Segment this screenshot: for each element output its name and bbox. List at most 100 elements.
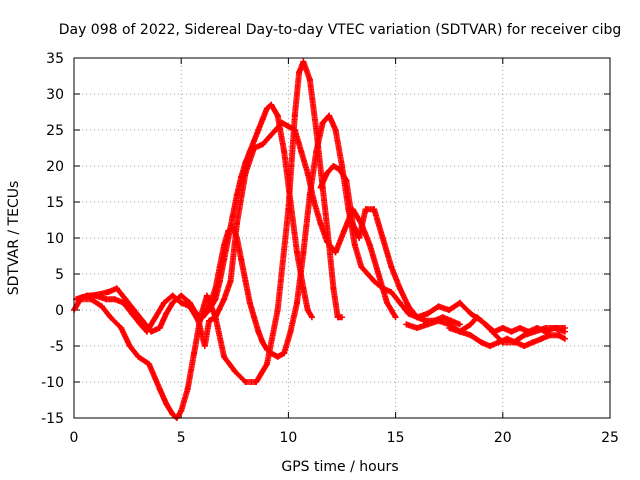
y-axis-label: SDTVAR / TECUs: [6, 181, 22, 296]
data-point: [156, 325, 163, 331]
data-point: [405, 310, 412, 317]
data-point: [306, 76, 313, 83]
data-point: [111, 296, 118, 303]
data-point: [512, 339, 519, 346]
data-point: [313, 148, 320, 155]
data-point: [233, 235, 240, 241]
y-tick-label: 15: [46, 195, 64, 211]
data-point: [268, 101, 275, 108]
data-point: [525, 328, 532, 335]
data-point: [281, 350, 288, 357]
data-point: [263, 105, 270, 112]
data-point: [118, 325, 125, 331]
x-tick-label: 15: [387, 430, 405, 446]
data-point: [263, 346, 270, 353]
data-point: [225, 227, 232, 234]
data-point: [364, 271, 371, 277]
x-tick-label: 25: [601, 430, 619, 446]
y-tick-label: -10: [41, 375, 64, 391]
data-point: [281, 148, 288, 155]
data-point: [356, 235, 363, 241]
data-point: [122, 296, 129, 303]
data-point: [178, 292, 185, 299]
data-point: [332, 127, 339, 133]
y-tick-label: 25: [46, 123, 64, 139]
data-point: [323, 238, 330, 245]
data-point: [163, 310, 170, 317]
data-point: [561, 335, 568, 342]
y-tick-label: 0: [55, 303, 64, 319]
data-point: [341, 227, 348, 234]
y-tick-label: 10: [46, 231, 64, 247]
y-tick-label: 20: [46, 159, 64, 175]
data-point: [551, 325, 558, 331]
data-point: [242, 278, 249, 285]
data-point: [474, 314, 481, 321]
data-point: [216, 263, 223, 270]
y-tick-label: 30: [46, 87, 64, 103]
data-point: [499, 325, 506, 331]
data-point: [107, 314, 114, 321]
x-axis-label: GPS time / hours: [281, 459, 398, 475]
data-point: [495, 339, 502, 346]
data-point: [508, 328, 515, 335]
data-point: [304, 170, 311, 177]
x-tick-label: 5: [177, 430, 186, 446]
data-point: [358, 263, 365, 270]
data-point: [126, 343, 133, 349]
data-point: [371, 206, 378, 213]
data-point: [255, 328, 262, 335]
x-tick-label: 20: [494, 430, 512, 446]
data-point: [231, 368, 238, 375]
data-point: [246, 148, 253, 155]
data-point: [424, 321, 431, 328]
y-tick-label: -5: [50, 339, 64, 355]
data-point: [139, 317, 146, 324]
data-point: [96, 291, 103, 298]
data-point: [293, 299, 300, 306]
data-point: [199, 314, 206, 321]
data-point: [300, 58, 307, 65]
data-point: [193, 310, 200, 317]
data-point: [293, 249, 300, 256]
data-point: [339, 314, 345, 321]
data-point: [384, 299, 391, 306]
data-point: [456, 328, 463, 335]
data-point: [330, 285, 337, 292]
data-point: [113, 285, 120, 292]
data-point: [148, 328, 155, 335]
series-track-4: [195, 112, 463, 360]
data-point: [152, 314, 159, 321]
data-point: [146, 361, 153, 367]
data-point: [98, 303, 105, 310]
data-point: [103, 296, 110, 303]
data-point: [131, 307, 138, 313]
series-track-2: [75, 119, 399, 349]
data-point: [349, 220, 356, 227]
data-point: [201, 343, 208, 349]
data-point: [538, 335, 545, 342]
data-point: [392, 314, 399, 321]
data-point: [169, 292, 176, 299]
data-point: [268, 350, 275, 357]
data-point: [323, 170, 330, 177]
data-point: [259, 339, 266, 346]
data-point: [184, 386, 191, 393]
data-point: [388, 289, 395, 295]
data-point: [178, 407, 185, 414]
data-point: [88, 292, 95, 299]
data-point: [467, 332, 474, 339]
data-point: [414, 314, 421, 321]
y-tick-label: -15: [41, 411, 64, 427]
data-point: [561, 328, 568, 335]
data-point: [238, 173, 245, 180]
data-point: [233, 220, 240, 227]
data-point: [396, 299, 403, 306]
data-point: [242, 379, 249, 385]
data-point: [486, 343, 493, 349]
data-point: [195, 317, 202, 324]
data-point: [253, 379, 260, 385]
data-series: [71, 58, 568, 421]
data-point: [259, 141, 266, 148]
chart-title: Day 098 of 2022, Sidereal Day-to-day VTE…: [59, 22, 622, 38]
